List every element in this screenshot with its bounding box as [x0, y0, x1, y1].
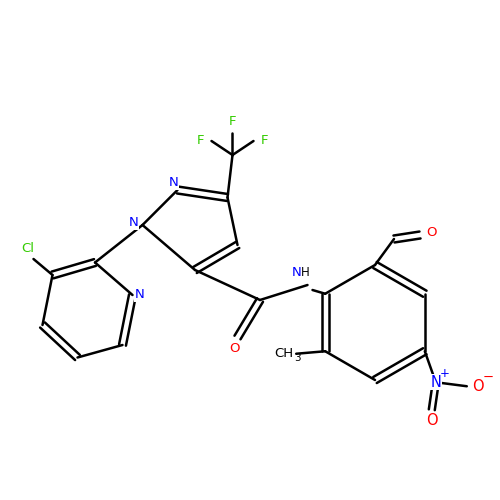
- Text: O: O: [472, 379, 484, 394]
- Text: N: N: [128, 216, 138, 229]
- Text: N: N: [430, 375, 441, 390]
- Text: N: N: [168, 176, 178, 189]
- Text: Cl: Cl: [21, 242, 34, 254]
- Text: F: F: [197, 134, 204, 146]
- Text: F: F: [228, 115, 236, 128]
- Text: CH: CH: [274, 347, 293, 360]
- Text: 3: 3: [294, 353, 300, 363]
- Text: +: +: [440, 367, 450, 380]
- Text: N: N: [292, 266, 302, 279]
- Text: −: −: [482, 371, 494, 384]
- Text: O: O: [426, 226, 436, 239]
- Text: F: F: [260, 134, 268, 146]
- Text: N: N: [135, 288, 145, 302]
- Text: H: H: [300, 266, 310, 279]
- Text: O: O: [230, 342, 240, 355]
- Text: O: O: [426, 413, 438, 428]
